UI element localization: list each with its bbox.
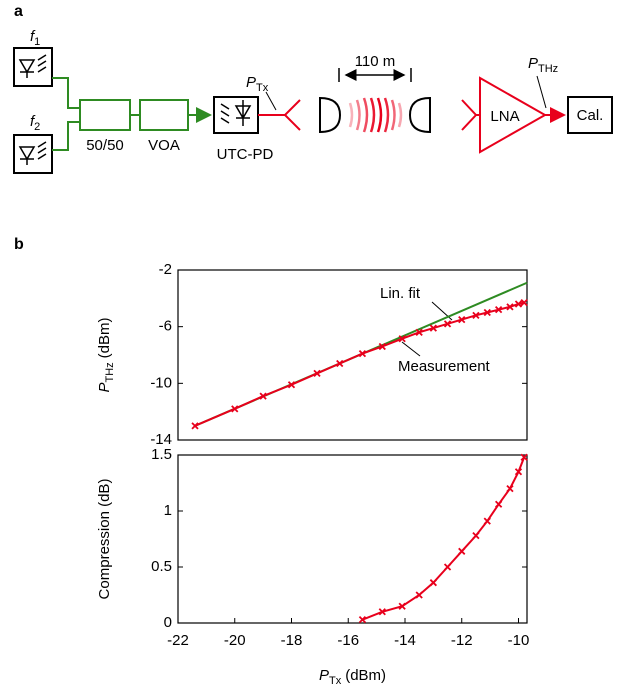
data-point bbox=[458, 315, 466, 324]
x-tick-label: -18 bbox=[281, 632, 303, 649]
y-axis-label-part: (dBm) bbox=[96, 317, 113, 358]
plot-frame bbox=[177, 269, 528, 441]
data-point bbox=[336, 359, 344, 368]
y-tick-label: -14 bbox=[150, 431, 172, 448]
annotation: Lin. fit bbox=[380, 285, 421, 302]
f1-label: f1 bbox=[30, 28, 40, 48]
voa-label: VOA bbox=[148, 137, 180, 154]
data-point bbox=[398, 335, 406, 343]
data-point bbox=[483, 517, 491, 525]
data-point bbox=[494, 500, 503, 508]
ptx-label: PTx bbox=[246, 74, 269, 94]
y-tick-label: -2 bbox=[159, 261, 172, 278]
distance-label: 110 m bbox=[355, 53, 396, 70]
data-point bbox=[415, 328, 423, 336]
pthz-label: PTHz bbox=[528, 55, 558, 75]
data-point bbox=[443, 563, 452, 571]
panel-label: a bbox=[14, 3, 23, 20]
data-point bbox=[259, 392, 267, 400]
data-point bbox=[472, 311, 480, 319]
data-point bbox=[231, 405, 239, 413]
data-point bbox=[429, 579, 438, 587]
data-point bbox=[415, 591, 423, 599]
data-point bbox=[191, 422, 199, 430]
f2-label: f2 bbox=[30, 113, 40, 133]
y-tick-label: 0 bbox=[164, 614, 172, 631]
x-tick-label: -22 bbox=[167, 632, 189, 649]
x-tick-label: -16 bbox=[337, 632, 359, 649]
data-point bbox=[494, 306, 503, 314]
thz-wave bbox=[348, 97, 403, 133]
data-point bbox=[472, 532, 480, 540]
data-point bbox=[520, 453, 528, 461]
calorimeter-label: Cal. bbox=[577, 107, 604, 124]
data-point bbox=[506, 303, 514, 311]
annotation: Measurement bbox=[398, 358, 491, 375]
data-point bbox=[443, 320, 452, 328]
calorimeter-box bbox=[567, 96, 613, 134]
laser-icon bbox=[18, 54, 47, 165]
y-axis-label-part: THz bbox=[104, 362, 116, 382]
photodiode-box bbox=[213, 96, 259, 134]
x-axis-label: PTx (dBm) bbox=[319, 667, 386, 687]
lens bbox=[408, 96, 431, 134]
data-point bbox=[458, 547, 466, 555]
data-point bbox=[506, 484, 514, 493]
y-axis-label: Compression (dB) bbox=[96, 479, 113, 600]
leader bbox=[401, 341, 421, 357]
leader bbox=[265, 91, 277, 111]
x-axis-label-part: (dBm) bbox=[345, 667, 386, 684]
leader bbox=[536, 75, 547, 109]
panel-label: b bbox=[14, 236, 24, 253]
data-point bbox=[358, 349, 367, 358]
x-tick-label: -20 bbox=[224, 632, 246, 649]
data-point bbox=[520, 298, 528, 307]
data-point bbox=[358, 616, 367, 624]
data-point bbox=[378, 342, 386, 351]
y-axis-label-part: Compression (dB) bbox=[96, 479, 113, 600]
series-line bbox=[362, 456, 526, 621]
lna-label: LNA bbox=[490, 108, 519, 125]
data-point bbox=[483, 308, 491, 317]
x-tick-label: -10 bbox=[508, 632, 530, 649]
diagram: f1 f2 50/50 VOA UTC-PD bbox=[13, 28, 613, 174]
y-tick-label: -6 bbox=[159, 318, 172, 335]
y-tick-label: 1.5 bbox=[151, 446, 172, 463]
fiber bbox=[52, 77, 212, 151]
x-axis-label-part: P bbox=[319, 667, 329, 684]
x-tick-label: -12 bbox=[451, 632, 473, 649]
y-tick-label: 0.5 bbox=[151, 558, 172, 575]
y-axis-label-part: P bbox=[96, 383, 113, 393]
distance-bar bbox=[338, 68, 412, 82]
data-point bbox=[313, 369, 321, 378]
plot-frame bbox=[177, 454, 528, 624]
data-point bbox=[398, 602, 406, 610]
data-point bbox=[514, 300, 523, 308]
y-tick-label: -10 bbox=[150, 374, 172, 391]
coupler-label: 50/50 bbox=[86, 137, 124, 154]
x-tick-label: -14 bbox=[394, 632, 416, 649]
y-axis-label: PTHz (dBm) bbox=[96, 317, 116, 392]
photodiode-label: UTC-PD bbox=[217, 146, 274, 163]
x-axis-label-part: Tx bbox=[329, 675, 342, 687]
laser-box bbox=[13, 47, 53, 87]
data-point bbox=[429, 324, 438, 332]
laser-box bbox=[13, 134, 53, 174]
y-tick-label: 1 bbox=[164, 502, 172, 519]
data-point bbox=[514, 468, 523, 476]
data-point bbox=[287, 381, 296, 389]
thz-path bbox=[258, 76, 566, 154]
photodiode-icon bbox=[220, 100, 252, 126]
data-point bbox=[378, 608, 386, 616]
lens bbox=[319, 96, 342, 134]
